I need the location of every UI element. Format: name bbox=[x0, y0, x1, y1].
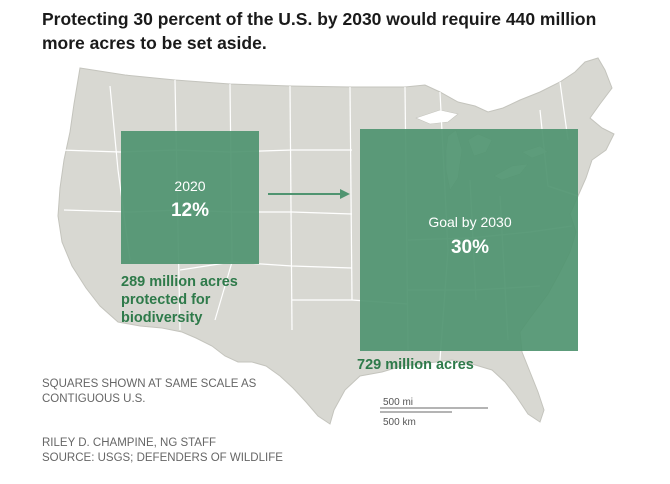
scale-bar bbox=[380, 407, 488, 413]
acres-2030-note: 729 million acres bbox=[357, 357, 474, 373]
staff-credit: RILEY D. CHAMPINE, NG STAFF bbox=[42, 437, 217, 449]
percent-2020-label: 12% bbox=[170, 200, 210, 221]
scale-kilometers-label: 500 km bbox=[383, 417, 416, 428]
source-credit: SOURCE: USGS; DEFENDERS OF WILDLIFE bbox=[42, 452, 283, 464]
scale-miles-label: 500 mi bbox=[383, 397, 414, 408]
year-2020-label: 2020 bbox=[174, 178, 206, 194]
goal-2030-square bbox=[360, 129, 578, 351]
map-title: Protecting 30 percent of the U.S. by 203… bbox=[42, 9, 597, 53]
squares-scale-note: SQUARES SHOWN AT SAME SCALE AS CONTIGUOU… bbox=[42, 378, 257, 405]
protected-2020-square bbox=[121, 131, 259, 264]
acres-2020-note: 289 million acres protected for biodiver… bbox=[121, 274, 238, 326]
goal-2030-label: Goal by 2030 bbox=[428, 214, 512, 230]
arrow-2020-to-goal bbox=[268, 189, 350, 199]
percent-goal-label: 30% bbox=[450, 237, 490, 258]
